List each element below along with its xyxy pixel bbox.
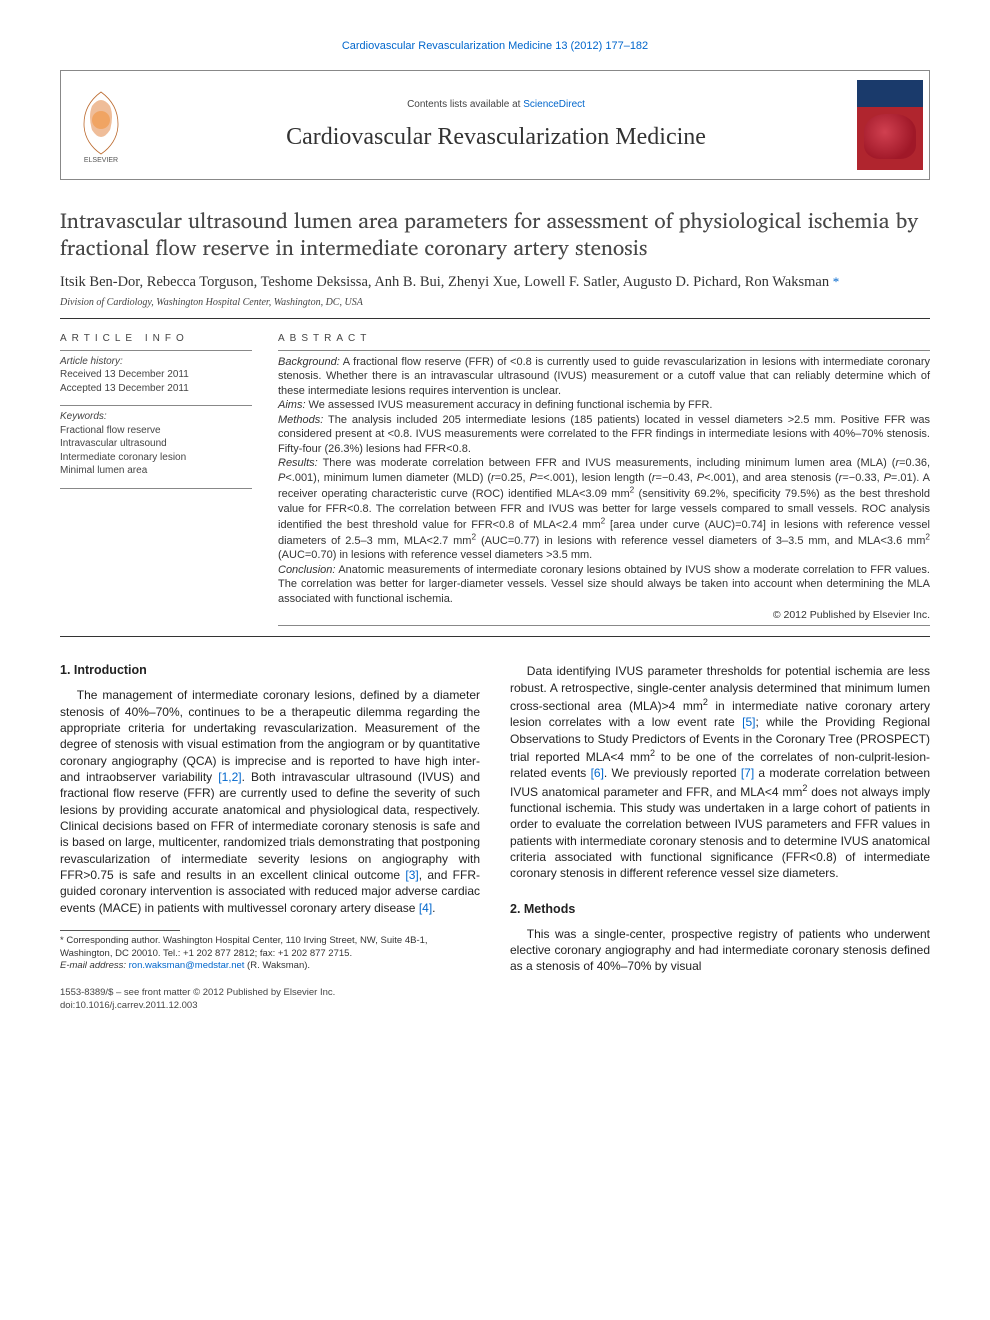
authors-line: Itsik Ben-Dor, Rebecca Torguson, Teshome…: [60, 274, 930, 291]
keyword: Intermediate coronary lesion: [60, 452, 186, 463]
corresponding-footnote: * Corresponding author. Washington Hospi…: [60, 935, 480, 973]
abstract-copyright: © 2012 Published by Elsevier Inc.: [278, 609, 930, 621]
info-rule-2: [60, 405, 252, 406]
article-info-heading: article info: [60, 333, 252, 344]
footnote-email-suffix: (R. Waksman).: [244, 960, 310, 971]
sciencedirect-link[interactable]: ScienceDirect: [523, 99, 585, 110]
corresponding-author-link[interactable]: *: [833, 274, 840, 289]
abs-conclusion: Anatomic measurements of intermediate co…: [278, 564, 930, 605]
article-title: Intravascular ultrasound lumen area para…: [60, 208, 930, 262]
intro-p1: The management of intermediate coronary …: [60, 687, 480, 915]
abs-background: A fractional flow reserve (FFR) of <0.8 …: [278, 356, 930, 397]
journal-cover-thumb: [851, 71, 929, 179]
abstract-body: Background: A fractional flow reserve (F…: [278, 355, 930, 607]
left-column: 1. Introduction The management of interm…: [60, 663, 480, 1012]
abs-rule-bottom: [278, 625, 930, 626]
history-accepted: Accepted 13 December 2011: [60, 383, 189, 394]
rule-mid: [60, 636, 930, 637]
methods-text: This was a single-center, prospective re…: [510, 926, 930, 975]
abs-results-label: Results:: [278, 457, 318, 469]
intro-p2: Data identifying IVUS parameter threshol…: [510, 663, 930, 881]
article-history: Article history: Received 13 December 20…: [60, 355, 252, 396]
info-abstract-row: article info Article history: Received 1…: [60, 333, 930, 631]
info-rule-1: [60, 350, 252, 351]
abs-aims: We assessed IVUS measurement accuracy in…: [306, 399, 713, 411]
keyword: Minimal lumen area: [60, 465, 147, 476]
footnote-corr: * Corresponding author. Washington Hospi…: [60, 935, 428, 959]
footnote-rule: [60, 930, 180, 931]
abs-conclusion-label: Conclusion:: [278, 564, 335, 576]
contents-prefix: Contents lists available at: [407, 99, 523, 110]
history-label: Article history:: [60, 356, 123, 367]
abs-methods: The analysis included 205 intermediate l…: [278, 414, 930, 455]
keywords-block: Keywords: Fractional flow reserve Intrav…: [60, 410, 252, 478]
abs-aims-label: Aims:: [278, 399, 306, 411]
front-matter-line: 1553-8389/$ – see front matter © 2012 Pu…: [60, 987, 335, 998]
abs-background-label: Background:: [278, 356, 340, 368]
journal-header: ELSEVIER Contents lists available at Sci…: [60, 70, 930, 180]
body-two-column: 1. Introduction The management of interm…: [60, 663, 930, 1012]
abs-methods-label: Methods:: [278, 414, 323, 426]
rule-top: [60, 318, 930, 319]
contents-line: Contents lists available at ScienceDirec…: [407, 99, 585, 110]
abs-rule: [278, 350, 930, 351]
right-column: Data identifying IVUS parameter threshol…: [510, 663, 930, 1012]
elsevier-logo: ELSEVIER: [61, 71, 141, 179]
intro-text-cont: Data identifying IVUS parameter threshol…: [510, 663, 930, 881]
journal-citation-link[interactable]: Cardiovascular Revascularization Medicin…: [60, 40, 930, 52]
front-matter: 1553-8389/$ – see front matter © 2012 Pu…: [60, 987, 480, 1012]
abs-results: There was moderate correlation between F…: [278, 457, 930, 561]
article-info-column: article info Article history: Received 1…: [60, 333, 252, 631]
doi-line: doi:10.1016/j.carrev.2011.12.003: [60, 1000, 198, 1011]
intro-text: The management of intermediate coronary …: [60, 687, 480, 915]
info-rule-3: [60, 488, 252, 489]
header-center: Contents lists available at ScienceDirec…: [141, 71, 851, 179]
abstract-heading: abstract: [278, 333, 930, 344]
intro-heading: 1. Introduction: [60, 663, 480, 677]
keywords-label: Keywords:: [60, 411, 107, 422]
methods-heading: 2. Methods: [510, 902, 930, 916]
elsevier-label: ELSEVIER: [84, 157, 118, 164]
methods-p1: This was a single-center, prospective re…: [510, 926, 930, 975]
keyword: Intravascular ultrasound: [60, 438, 167, 449]
abstract-column: abstract Background: A fractional flow r…: [278, 333, 930, 631]
history-received: Received 13 December 2011: [60, 369, 189, 380]
footnote-email-label: E-mail address:: [60, 960, 126, 971]
footnote-email-link[interactable]: ron.waksman@medstar.net: [129, 960, 245, 971]
journal-name: Cardiovascular Revascularization Medicin…: [286, 124, 706, 151]
authors-names: Itsik Ben-Dor, Rebecca Torguson, Teshome…: [60, 274, 829, 290]
affiliation: Division of Cardiology, Washington Hospi…: [60, 297, 930, 308]
keyword: Fractional flow reserve: [60, 425, 161, 436]
